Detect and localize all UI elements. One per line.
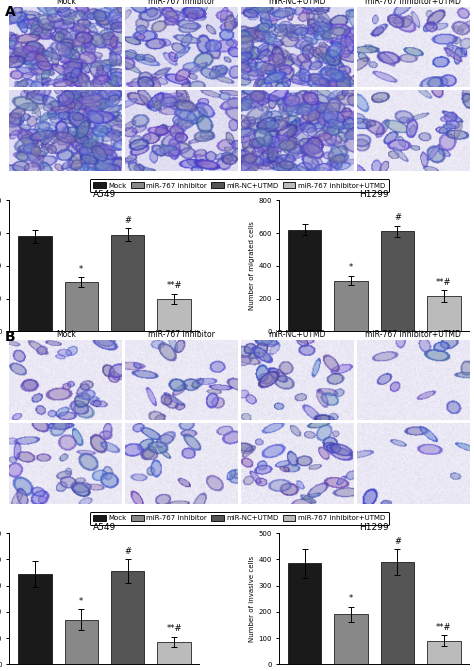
Text: **#: **# [436, 278, 452, 287]
Title: miR-NC+UTMD: miR-NC+UTMD [268, 0, 326, 6]
Text: *: * [79, 265, 83, 274]
Y-axis label: Number of migrated cells: Number of migrated cells [249, 221, 255, 310]
Bar [427, 641, 461, 664]
Text: A: A [5, 5, 16, 19]
Text: **#: **# [166, 281, 182, 291]
Bar [288, 229, 321, 331]
Y-axis label: Number of invasive cells: Number of invasive cells [249, 556, 255, 641]
Title: miR-767 inhibitor+UTMD: miR-767 inhibitor+UTMD [365, 0, 461, 6]
Text: *: * [79, 597, 83, 606]
Title: A549: A549 [93, 191, 116, 199]
Bar [334, 615, 368, 664]
Title: miR-767 inhibitor: miR-767 inhibitor [148, 0, 215, 6]
Bar [18, 574, 52, 664]
Bar [157, 642, 191, 664]
Text: #: # [394, 537, 401, 546]
Title: miR-767 inhibitor: miR-767 inhibitor [148, 330, 215, 339]
Bar [334, 280, 368, 331]
Bar [427, 296, 461, 331]
Title: Mock: Mock [56, 0, 76, 6]
Bar [111, 235, 145, 331]
Bar [18, 236, 52, 331]
Legend: Mock, miR-767 inhibitor, miR-NC+UTMD, miR-767 inhibitor+UTMD: Mock, miR-767 inhibitor, miR-NC+UTMD, mi… [90, 179, 389, 192]
Bar [64, 282, 98, 331]
Bar [111, 571, 145, 664]
Text: **#: **# [166, 625, 182, 633]
Text: #: # [394, 213, 401, 222]
Text: B: B [5, 330, 15, 344]
Title: H1299: H1299 [359, 523, 389, 532]
Bar [381, 562, 414, 664]
Bar [64, 620, 98, 664]
Legend: Mock, miR-767 inhibitor, miR-NC+UTMD, miR-767 inhibitor+UTMD: Mock, miR-767 inhibitor, miR-NC+UTMD, mi… [90, 512, 389, 525]
Text: *: * [349, 595, 353, 603]
Bar [288, 563, 321, 664]
Text: #: # [124, 547, 131, 556]
Bar [157, 299, 191, 331]
Title: miR-NC+UTMD: miR-NC+UTMD [268, 330, 326, 339]
Title: miR-767 inhibitor+UTMD: miR-767 inhibitor+UTMD [365, 330, 461, 339]
Title: A549: A549 [93, 523, 116, 532]
Title: Mock: Mock [56, 330, 76, 339]
Text: *: * [349, 263, 353, 272]
Text: #: # [124, 216, 131, 225]
Text: **#: **# [436, 623, 452, 632]
Bar [381, 231, 414, 331]
Title: H1299: H1299 [359, 191, 389, 199]
